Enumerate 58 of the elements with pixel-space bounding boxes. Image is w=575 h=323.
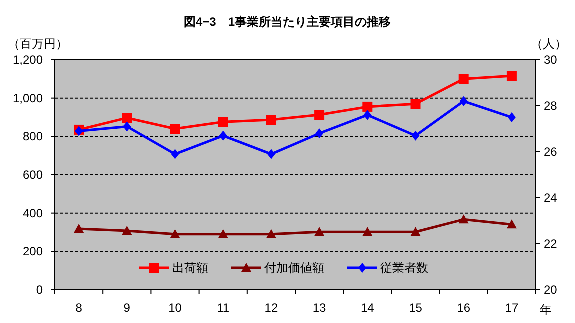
y2-tick-label: 30	[544, 53, 558, 67]
y2-tick-label: 20	[544, 283, 558, 297]
y-tick-label: 200	[22, 244, 44, 259]
x-tick-label: 17	[505, 301, 519, 315]
point	[458, 214, 469, 224]
chart-title: 図4−3 1事業所当たり主要項目の推移	[184, 15, 392, 29]
point	[122, 113, 132, 124]
point	[314, 110, 325, 120]
legend-label: 付加価値額	[264, 261, 324, 275]
point	[218, 229, 228, 238]
legend-label: 従業者数	[380, 261, 428, 275]
y2-tick-label: 28	[544, 99, 558, 113]
point	[362, 227, 373, 236]
point	[314, 227, 325, 236]
x-tick-label: 12	[264, 301, 278, 315]
legend-label: 出荷額	[172, 261, 208, 275]
y-tick-label: 400	[22, 206, 44, 220]
point	[412, 130, 420, 141]
y-tick-label: 800	[22, 130, 44, 144]
point	[219, 130, 228, 141]
point	[362, 102, 373, 112]
y2-axis-title: （人）	[531, 37, 567, 51]
y-tick-label: 1,000	[12, 91, 44, 106]
x-tick-label: 10	[168, 301, 182, 315]
point	[218, 117, 228, 128]
x-tick-label: 11	[217, 301, 230, 315]
point	[122, 226, 132, 235]
x-tick-label: 14	[360, 301, 375, 315]
x-tick-label: 9	[124, 301, 131, 315]
y2-tick-label: 22	[544, 237, 558, 251]
y-axis-title: （百万円）	[8, 37, 68, 51]
point	[74, 224, 84, 234]
point	[364, 110, 372, 120]
point	[170, 229, 180, 238]
y-tick-label: 600	[22, 168, 44, 182]
point	[170, 124, 180, 134]
point	[460, 96, 468, 106]
point	[506, 220, 517, 229]
point	[410, 227, 421, 236]
point	[266, 114, 276, 125]
y2-tick-label: 26	[544, 145, 558, 159]
point	[171, 149, 180, 160]
x-axis-title: 年	[540, 303, 552, 317]
point	[123, 122, 132, 132]
y-tick-label: 0	[36, 283, 44, 297]
point	[267, 149, 276, 160]
point	[506, 71, 517, 82]
y-tick-label: 1,200	[12, 53, 44, 67]
x-tick-label: 8	[76, 301, 83, 315]
point	[410, 99, 421, 110]
y2-tick-label: 24	[544, 191, 558, 205]
point	[508, 112, 516, 122]
x-tick-label: 13	[312, 301, 327, 315]
x-tick-label: 15	[409, 301, 423, 315]
point	[266, 229, 276, 238]
point	[316, 128, 324, 139]
x-tick-label: 16	[457, 301, 471, 315]
point	[458, 74, 469, 84]
